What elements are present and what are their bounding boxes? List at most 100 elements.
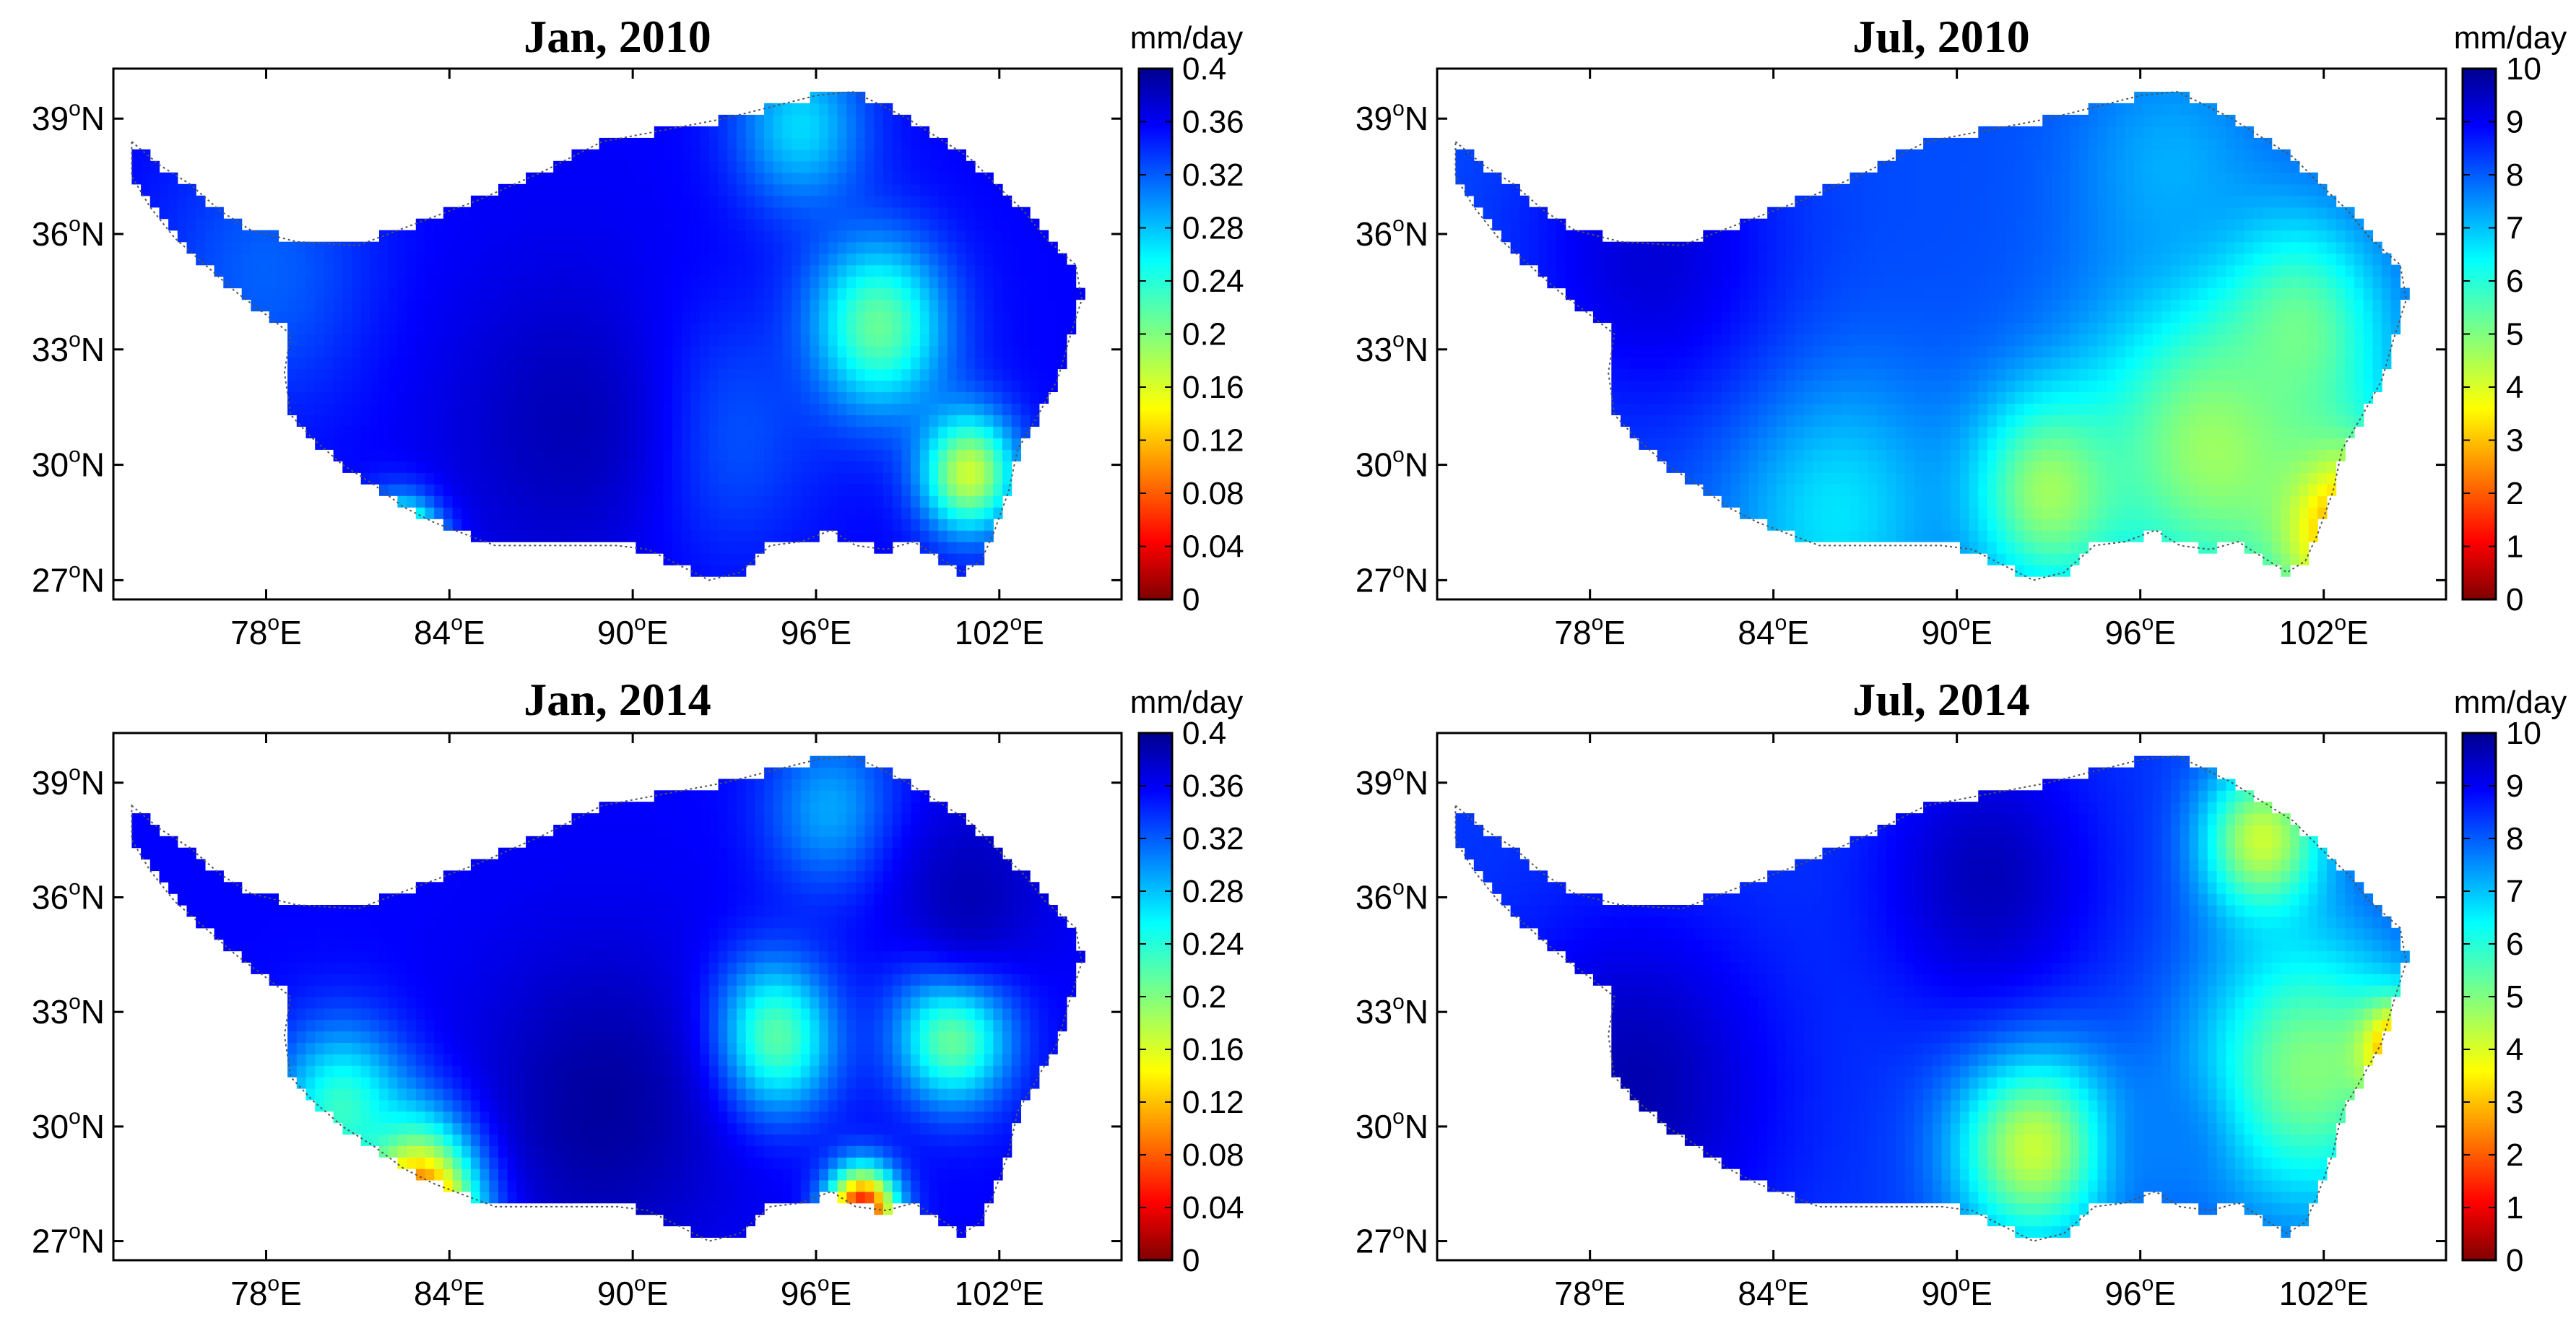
- heatmap-cell: [2051, 438, 2062, 450]
- heatmap-cell: [2125, 368, 2135, 381]
- heatmap-cell: [727, 391, 737, 404]
- heatmap-cell: [324, 368, 334, 381]
- heatmap-cell: [342, 438, 352, 450]
- heatmap-cell: [837, 276, 847, 289]
- heatmap-cell: [489, 391, 499, 404]
- heatmap-cell: [1730, 264, 1740, 277]
- colorbar-tick-label: 0: [1182, 582, 1200, 617]
- heatmap-cell: [1694, 311, 1704, 324]
- heatmap-cell: [883, 519, 893, 531]
- heatmap-cell: [1868, 276, 1878, 289]
- heatmap-cell: [599, 137, 609, 150]
- heatmap-cell: [2024, 172, 2034, 185]
- heatmap-cell: [1822, 415, 1832, 427]
- heatmap-cell: [773, 137, 783, 150]
- heatmap-cell: [911, 415, 921, 427]
- heatmap-cell: [718, 345, 728, 358]
- heatmap-cell: [544, 311, 554, 324]
- heatmap-cell: [1941, 380, 1951, 392]
- heatmap-cell: [1510, 241, 1520, 254]
- heatmap-cell: [938, 253, 948, 266]
- heatmap-cell: [911, 530, 921, 542]
- heatmap-cell: [984, 449, 994, 461]
- heatmap-cell: [1987, 172, 1998, 185]
- heatmap-cell: [1941, 530, 1951, 542]
- heatmap-cell: [1592, 264, 1603, 277]
- heatmap-cell: [1951, 345, 1961, 358]
- heatmap-cell: [1758, 507, 1768, 519]
- heatmap-cell: [2079, 438, 2089, 450]
- heatmap-cell: [2097, 322, 2107, 335]
- heatmap-cell: [1048, 334, 1058, 347]
- heatmap-cell: [1941, 264, 1951, 277]
- heatmap-cell: [608, 299, 618, 312]
- heatmap-cell: [1020, 276, 1031, 289]
- heatmap-cell: [149, 183, 160, 196]
- heatmap-cell: [1877, 391, 1887, 404]
- heatmap-cell: [553, 195, 563, 208]
- heatmap-cell: [480, 438, 490, 450]
- heatmap-cell: [1592, 287, 1603, 300]
- heatmap-cell: [562, 287, 573, 300]
- heatmap-cell: [608, 311, 618, 324]
- heatmap-cell: [1904, 472, 1914, 485]
- heatmap-cell: [966, 357, 976, 370]
- heatmap-cell: [315, 334, 325, 347]
- heatmap-cell: [2005, 195, 2016, 208]
- heatmap-cell: [984, 438, 994, 450]
- heatmap-cell: [883, 183, 893, 196]
- heatmap-cell: [938, 461, 948, 473]
- heatmap-cell: [2134, 426, 2144, 438]
- heatmap-cell: [434, 495, 444, 508]
- heatmap-cell: [2107, 264, 2117, 277]
- heatmap-cell: [993, 345, 1003, 358]
- heatmap-cell: [1804, 230, 1814, 243]
- heatmap-cell: [966, 276, 976, 289]
- heatmap-cell: [993, 322, 1003, 335]
- heatmap-cell: [966, 230, 976, 243]
- heatmap-cell: [2051, 137, 2062, 150]
- heatmap-cell: [819, 299, 829, 312]
- heatmap-cell: [1002, 484, 1012, 496]
- heatmap-cell: [2189, 495, 2199, 508]
- heatmap-cell: [654, 287, 664, 300]
- heatmap-cell: [800, 380, 811, 392]
- heatmap-cell: [2180, 507, 2190, 519]
- heatmap-cell: [828, 357, 838, 370]
- heatmap-cell: [966, 403, 976, 415]
- heatmap-cell: [718, 461, 728, 473]
- heatmap-cell: [581, 276, 591, 289]
- heatmap-cell: [800, 415, 811, 427]
- heatmap-cell: [645, 264, 655, 277]
- heatmap-cell: [864, 299, 875, 312]
- heatmap-cell: [397, 334, 407, 347]
- heatmap-cell: [2198, 380, 2208, 392]
- heatmap-cell: [700, 484, 710, 496]
- heatmap-cell: [1785, 495, 1795, 508]
- heatmap-cell: [755, 461, 765, 473]
- heatmap-cell: [846, 484, 857, 496]
- heatmap-cell: [792, 495, 802, 508]
- heatmap-cell: [2005, 183, 2016, 196]
- heatmap-cell: [534, 438, 545, 450]
- heatmap-cell: [2152, 449, 2162, 461]
- heatmap-cell: [1621, 415, 1631, 427]
- heatmap-cell: [708, 438, 719, 450]
- heatmap-cell: [1831, 311, 1842, 324]
- heatmap-cell: [993, 287, 1003, 300]
- heatmap-cell: [1740, 311, 1750, 324]
- heatmap-cell: [589, 230, 600, 243]
- heatmap-cell: [2042, 507, 2052, 519]
- heatmap-cell: [792, 380, 802, 392]
- heatmap-cell: [1813, 438, 1823, 450]
- heatmap-cell: [516, 530, 526, 542]
- heatmap-cell: [2161, 345, 2172, 358]
- heatmap-cell: [782, 426, 792, 438]
- heatmap-cell: [1932, 311, 1943, 324]
- heatmap-cell: [1941, 230, 1951, 243]
- heatmap-cell: [1859, 426, 1869, 438]
- heatmap-cell: [1996, 530, 2006, 542]
- heatmap-cell: [1959, 299, 1970, 312]
- heatmap-cell: [260, 241, 270, 254]
- heatmap-cell: [1529, 230, 1539, 243]
